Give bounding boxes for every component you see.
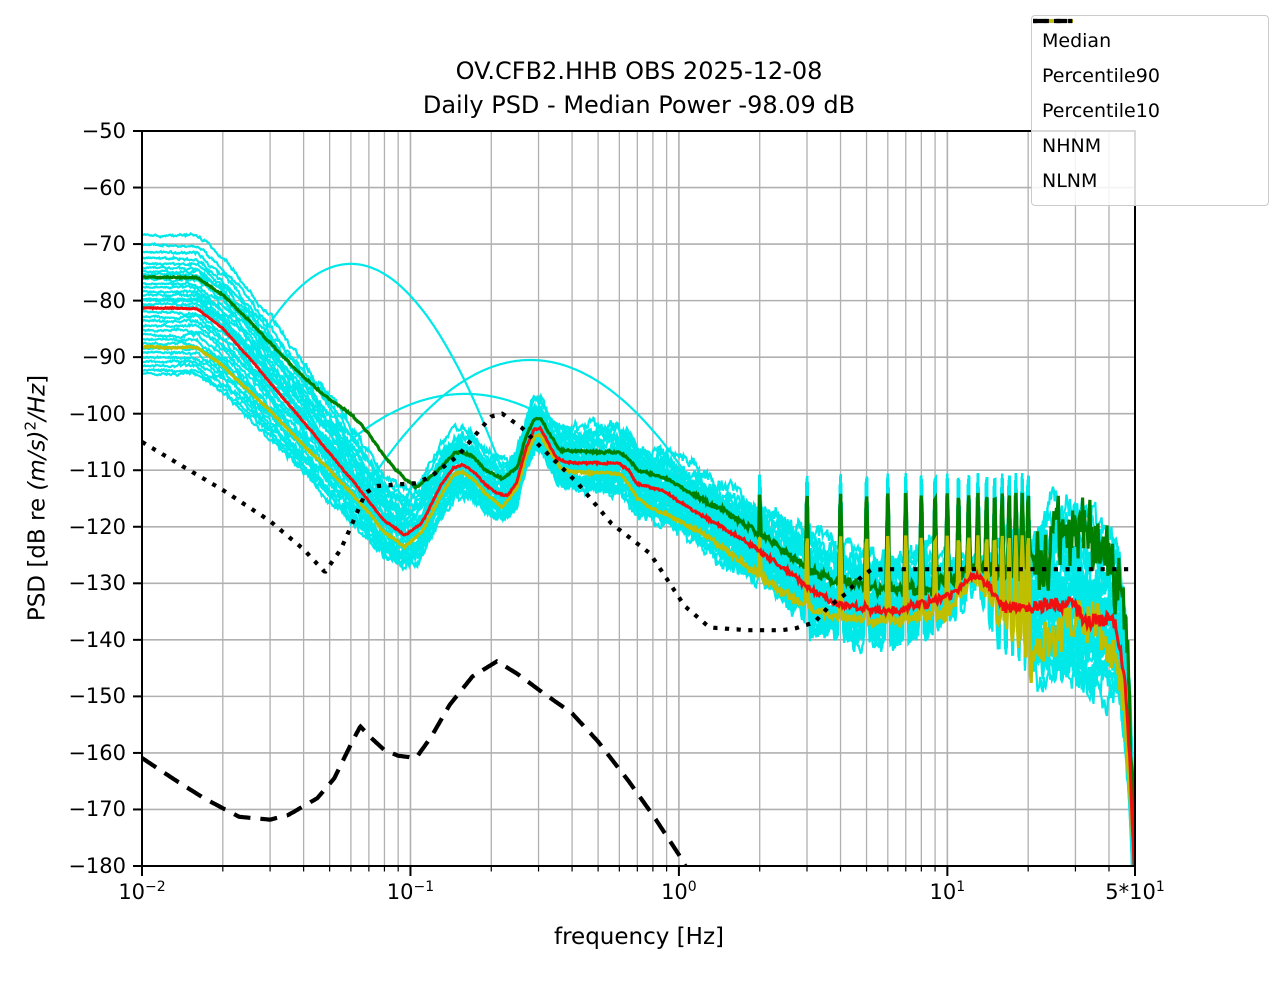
x-tick-label: 10−2 (118, 879, 166, 904)
legend-item-percentile10: Percentile10 (1033, 19, 1258, 128)
legend-label: NHNM (1042, 134, 1102, 157)
y-tick-label: −110 (68, 458, 126, 483)
series-median (142, 305, 1135, 866)
legend-item-percentile90: Percentile90 (1033, 19, 1258, 93)
y-tick-label: −160 (68, 740, 126, 765)
legend-label: NLNM (1042, 169, 1098, 192)
y-tick-label: −170 (68, 797, 126, 822)
y-tick-label: −120 (68, 514, 126, 539)
y-tick-label: −60 (81, 175, 126, 200)
x-tick-label: 101 (929, 879, 966, 904)
series-nlnm (142, 659, 688, 866)
chart-title-line2: Daily PSD - Median Power -98.09 dB (422, 91, 856, 119)
chart-title-line1: OV.CFB2.HHB OBS 2025-12-08 (455, 57, 823, 85)
series-nhnm (142, 411, 1135, 633)
psd-curve (142, 337, 1135, 866)
legend-item-nhnm: NHNM (1033, 18, 1258, 163)
x-tick-label: 100 (661, 879, 697, 904)
x-axis-label: frequency [Hz] (554, 924, 724, 950)
legend-label: Percentile10 (1042, 99, 1160, 122)
series-percentile90 (142, 274, 1135, 866)
y-tick-label: −80 (81, 288, 126, 313)
chart-title: OV.CFB2.HHB OBS 2025-12-08 Daily PSD - M… (423, 54, 855, 122)
y-tick-label: −90 (81, 345, 126, 370)
y-tick-label: −100 (68, 401, 126, 426)
y-tick-label: −150 (68, 684, 126, 709)
y-tick-label: −180 (68, 854, 126, 878)
legend: Median Percentile90 Percentile10 NHNM NLNM (1031, 15, 1269, 206)
y-tick-label: −50 (81, 119, 126, 143)
psd-curve (142, 301, 1135, 866)
series-percentile10 (142, 344, 1135, 866)
axes-frame (141, 130, 1136, 867)
legend-swatch-dashed-line (1033, 18, 1073, 24)
legend-label: Percentile90 (1042, 64, 1160, 87)
psd-curve (142, 350, 1135, 866)
y-tick-label: −140 (68, 627, 126, 652)
y-tick-label: −130 (68, 571, 126, 596)
y-tick-label: −70 (81, 232, 126, 257)
legend-item-median: Median (1033, 19, 1258, 58)
x-tick-label: 10−1 (386, 879, 435, 904)
legend-item-nlnm: NLNM (1033, 18, 1258, 198)
x-tick-label: 5*101 (1105, 879, 1165, 904)
legend-label: Median (1042, 29, 1112, 52)
